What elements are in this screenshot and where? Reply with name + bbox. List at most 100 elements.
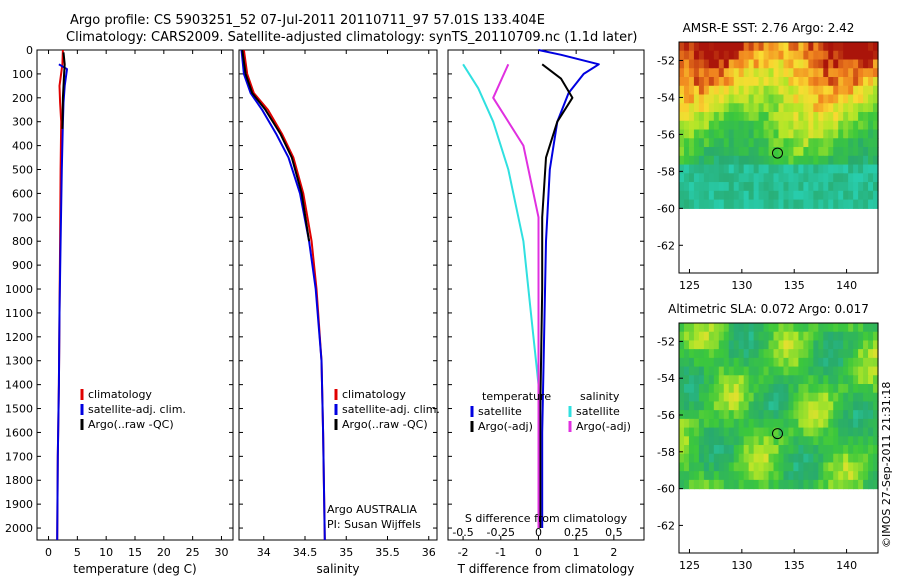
heatmap-cell <box>813 164 819 174</box>
heatmap-cell <box>813 155 819 166</box>
heatmap-cell <box>679 138 685 148</box>
heatmap-cell <box>838 471 844 481</box>
heatmap-cell <box>843 68 849 78</box>
heatmap-cell <box>723 138 730 148</box>
heatmap-cell <box>868 190 874 201</box>
heatmap-cell <box>738 323 745 333</box>
heatmap-cell <box>679 323 685 333</box>
heatmap-cell <box>728 349 735 359</box>
heatmap-cell <box>838 182 844 192</box>
heatmap-cell <box>728 445 735 455</box>
heatmap-cell <box>783 182 790 192</box>
heatmap-cell <box>748 357 755 368</box>
heatmap-cell <box>818 471 824 481</box>
heatmap-cell <box>813 357 819 368</box>
heatmap-cell <box>743 68 750 78</box>
heatmap-cell <box>868 375 874 385</box>
heatmap-cell <box>818 68 824 78</box>
heatmap-cell <box>803 129 809 139</box>
heatmap-cell <box>758 190 765 201</box>
heatmap-cell <box>703 85 710 96</box>
heatmap-cell <box>873 418 879 429</box>
heatmap-cell <box>788 384 795 394</box>
heatmap-cell <box>733 436 740 446</box>
heatmap-cell <box>863 182 869 192</box>
heatmap-cell <box>773 427 780 437</box>
heatmap-cell <box>798 479 804 490</box>
heatmap-cell <box>743 453 750 464</box>
heatmap-cell <box>868 50 874 61</box>
heatmap-cell <box>828 50 834 61</box>
heatmap-cell <box>688 340 695 350</box>
heatmap-cell <box>778 147 785 157</box>
heatmap-cell <box>818 384 824 394</box>
heatmap-cell <box>818 120 824 131</box>
heatmap-cell <box>818 392 824 403</box>
heatmap-cell <box>763 436 770 446</box>
heatmap-cell <box>679 401 685 411</box>
heatmap-cell <box>738 384 745 394</box>
legend-label: Argo(-adj) <box>478 420 533 433</box>
heatmap-cell <box>763 129 770 139</box>
heatmap-cell <box>783 366 790 376</box>
heatmap-cell <box>698 384 705 394</box>
heatmap-cell <box>763 190 770 201</box>
heatmap-cell <box>703 112 710 122</box>
heatmap-cell <box>853 418 859 429</box>
heatmap-cell <box>873 129 879 139</box>
heatmap-cell <box>783 418 790 429</box>
heatmap-cell <box>698 340 705 350</box>
heatmap-cell <box>808 340 814 350</box>
heatmap-cell <box>848 392 854 403</box>
heatmap-cell <box>713 199 720 209</box>
heatmap-cell <box>733 331 740 342</box>
heatmap-cell <box>688 453 695 464</box>
heatmap-cell <box>688 147 695 157</box>
heatmap-cell <box>863 436 869 446</box>
heatmap-cell <box>808 147 814 157</box>
heatmap-cell <box>723 173 730 183</box>
heatmap-cell <box>728 85 735 96</box>
heatmap-cell <box>803 42 809 52</box>
heatmap-cell <box>763 453 770 464</box>
heatmap-cell <box>679 331 685 342</box>
heatmap-cell <box>868 94 874 104</box>
heatmap-cell <box>838 418 844 429</box>
heatmap-cell <box>838 357 844 368</box>
heatmap-cell <box>708 77 715 87</box>
heatmap-cell <box>748 453 755 464</box>
heatmap-cell <box>698 138 705 148</box>
heatmap-cell <box>838 340 844 350</box>
heatmap-cell <box>748 147 755 157</box>
heatmap-cell <box>823 182 829 192</box>
heatmap-cell <box>858 120 864 131</box>
heatmap-cell <box>788 147 795 157</box>
heatmap-cell <box>788 340 795 350</box>
heatmap-cell <box>743 401 750 411</box>
y-tick-label: -62 <box>657 519 675 532</box>
heatmap-cell <box>783 120 790 131</box>
heatmap-cell <box>688 42 695 52</box>
heatmap-cell <box>803 112 809 122</box>
heatmap-cell <box>743 190 750 201</box>
heatmap-cell <box>853 410 859 420</box>
heatmap-cell <box>753 42 760 52</box>
heatmap-cell <box>773 42 780 52</box>
heatmap-cell <box>833 85 839 96</box>
heatmap-cell <box>778 427 785 437</box>
heatmap-cell <box>823 103 829 113</box>
heatmap-cell <box>688 94 695 104</box>
heatmap-cell <box>773 375 780 385</box>
header-line1: Argo profile: CS 5903251_52 07-Jul-2011 … <box>70 13 545 28</box>
heatmap-cell <box>723 129 730 139</box>
heatmap-cell <box>818 103 824 113</box>
heatmap-cell <box>793 182 799 192</box>
heatmap-cell <box>718 453 725 464</box>
heatmap-cell <box>873 103 879 113</box>
heatmap-cell <box>828 59 834 69</box>
heatmap-cell <box>778 384 785 394</box>
heatmap-cell <box>753 384 760 394</box>
heatmap-cell <box>679 182 685 192</box>
heatmap-cell <box>783 103 790 113</box>
heatmap-cell <box>683 190 690 201</box>
